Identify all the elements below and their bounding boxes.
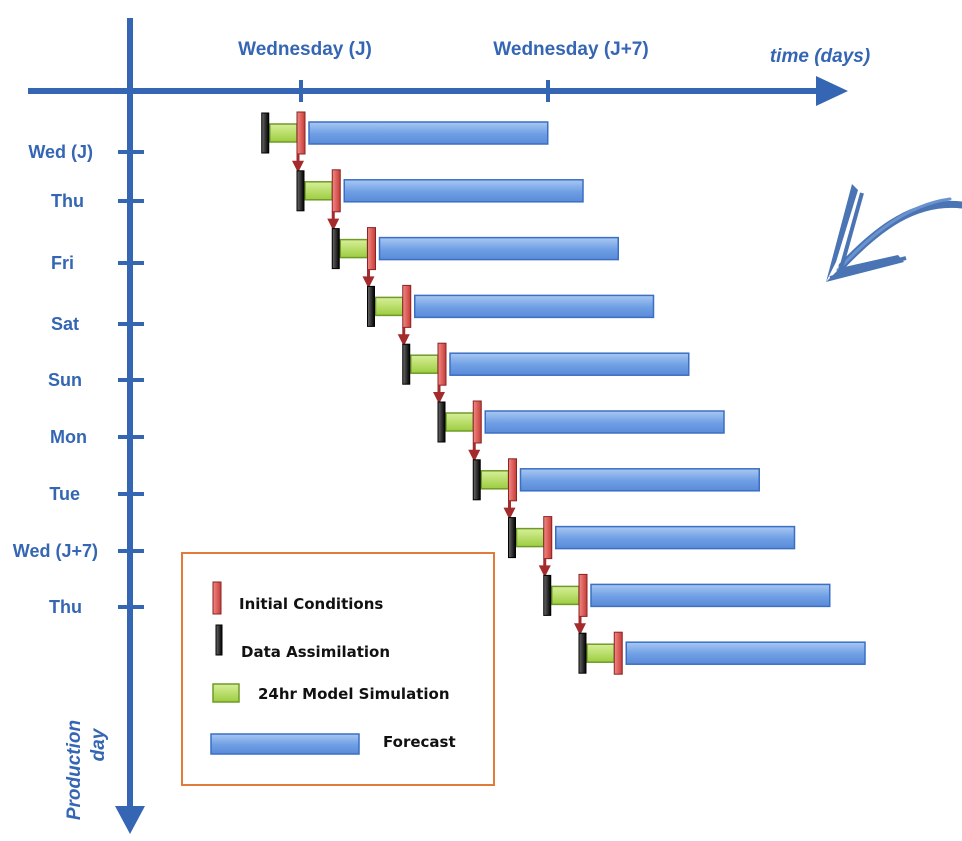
- connector-arrow-head-4: [433, 392, 445, 404]
- y-tick-label-5: Mon: [50, 427, 87, 447]
- forecast-bar-7: [555, 525, 796, 550]
- initial-conditions-marker-7: [543, 516, 553, 560]
- y-tick-label-6: Tue: [49, 484, 80, 504]
- model-simulation-bar-8: [551, 585, 580, 606]
- y-tick-label-4: Sun: [48, 370, 82, 390]
- legend-model-simulation-label: 24hr Model Simulation: [258, 685, 450, 703]
- data-assimilation-marker-6: [472, 459, 481, 501]
- connector-arrow-head-6: [503, 507, 516, 520]
- data-assimilation-marker-0: [261, 112, 270, 154]
- initial-conditions-marker-1: [331, 169, 341, 213]
- initial-conditions-marker-8: [578, 573, 588, 617]
- initial-conditions-marker-6: [508, 458, 517, 502]
- forecast-bar-2: [378, 236, 619, 261]
- y-axis-arrowhead: [115, 806, 145, 834]
- data-assimilation-marker-9: [578, 632, 587, 674]
- x-axis-arrowhead: [816, 76, 848, 106]
- y-tick-label-0: Wed (J): [28, 142, 93, 162]
- forecast-bar-4: [449, 352, 690, 376]
- initial-conditions-marker-5: [472, 400, 482, 444]
- y-tick-label-1: Thu: [51, 191, 84, 211]
- model-simulation-bar-2: [339, 238, 369, 259]
- connector-arrow-head-7: [538, 565, 551, 578]
- forecast-bar-9: [625, 641, 866, 665]
- forecast-bar-1: [343, 179, 584, 203]
- forecast-bar-5: [484, 410, 725, 434]
- connector-arrow-head-1: [327, 218, 340, 231]
- legend: Initial Conditions Data Assimilation 24h…: [181, 552, 495, 786]
- model-simulation-bar-6: [480, 470, 510, 490]
- data-assimilation-marker-2: [331, 228, 340, 270]
- connector-arrow-head-3: [397, 334, 410, 347]
- decorative-curved-arrow: [826, 184, 962, 282]
- model-simulation-bar-7: [515, 527, 545, 548]
- x-tick-label-1: Wednesday (J+7): [493, 39, 648, 60]
- legend-model-simulation-swatch: [212, 683, 240, 703]
- legend-initial-conditions-label: Initial Conditions: [239, 595, 383, 613]
- model-simulation-bar-9: [586, 643, 615, 663]
- x-axis-label: time (days): [770, 46, 870, 67]
- connector-arrow-head-5: [468, 449, 481, 462]
- data-assimilation-marker-5: [437, 401, 446, 443]
- y-tick-label-2: Fri: [51, 253, 74, 273]
- gantt-rows: [261, 111, 866, 675]
- connector-arrow-head-8: [574, 623, 586, 636]
- model-simulation-bar-0: [269, 123, 298, 143]
- forecast-bar-0: [308, 121, 549, 145]
- data-assimilation-marker-3: [367, 285, 375, 327]
- forecast-bar-3: [414, 294, 655, 319]
- data-assimilation-marker-1: [296, 170, 305, 212]
- data-assimilation-marker-7: [508, 517, 516, 559]
- model-simulation-bar-1: [304, 181, 333, 201]
- data-assimilation-marker-4: [402, 343, 411, 385]
- y-axis-label-line2: day: [88, 727, 109, 761]
- x-tick-label-0: Wednesday (J): [238, 39, 372, 60]
- initial-conditions-marker-0: [296, 111, 306, 155]
- model-simulation-bar-3: [374, 296, 404, 317]
- legend-initial-conditions-swatch: [212, 581, 222, 615]
- model-simulation-bar-4: [410, 354, 439, 374]
- connector-arrow-head-2: [362, 276, 375, 289]
- legend-forecast-swatch: [210, 733, 360, 755]
- initial-conditions-marker-2: [367, 227, 376, 271]
- initial-conditions-marker-3: [402, 284, 412, 328]
- initial-conditions-marker-4: [437, 342, 447, 386]
- model-simulation-bar-5: [445, 412, 474, 432]
- legend-data-assimilation-swatch: [215, 624, 223, 656]
- y-tick-label-3: Sat: [51, 314, 79, 334]
- data-assimilation-marker-8: [543, 574, 552, 616]
- y-tick-label-7: Wed (J+7): [13, 541, 98, 561]
- y-tick-label-8: Thu: [49, 597, 82, 617]
- x-axis-ticks: Wednesday (J) Wednesday (J+7) time (days…: [238, 39, 870, 102]
- connector-arrow-head-0: [292, 160, 304, 173]
- y-axis-label-line1: Production: [64, 720, 85, 820]
- legend-data-assimilation-label: Data Assimilation: [241, 643, 390, 661]
- legend-forecast-label: Forecast: [383, 733, 456, 751]
- forecast-bar-6: [519, 468, 760, 492]
- initial-conditions-marker-9: [613, 631, 623, 675]
- y-axis-ticks: Wed (J) Thu Fri Sat Sun Mon Tue Wed (J+7…: [13, 142, 144, 820]
- forecast-bar-8: [590, 583, 831, 608]
